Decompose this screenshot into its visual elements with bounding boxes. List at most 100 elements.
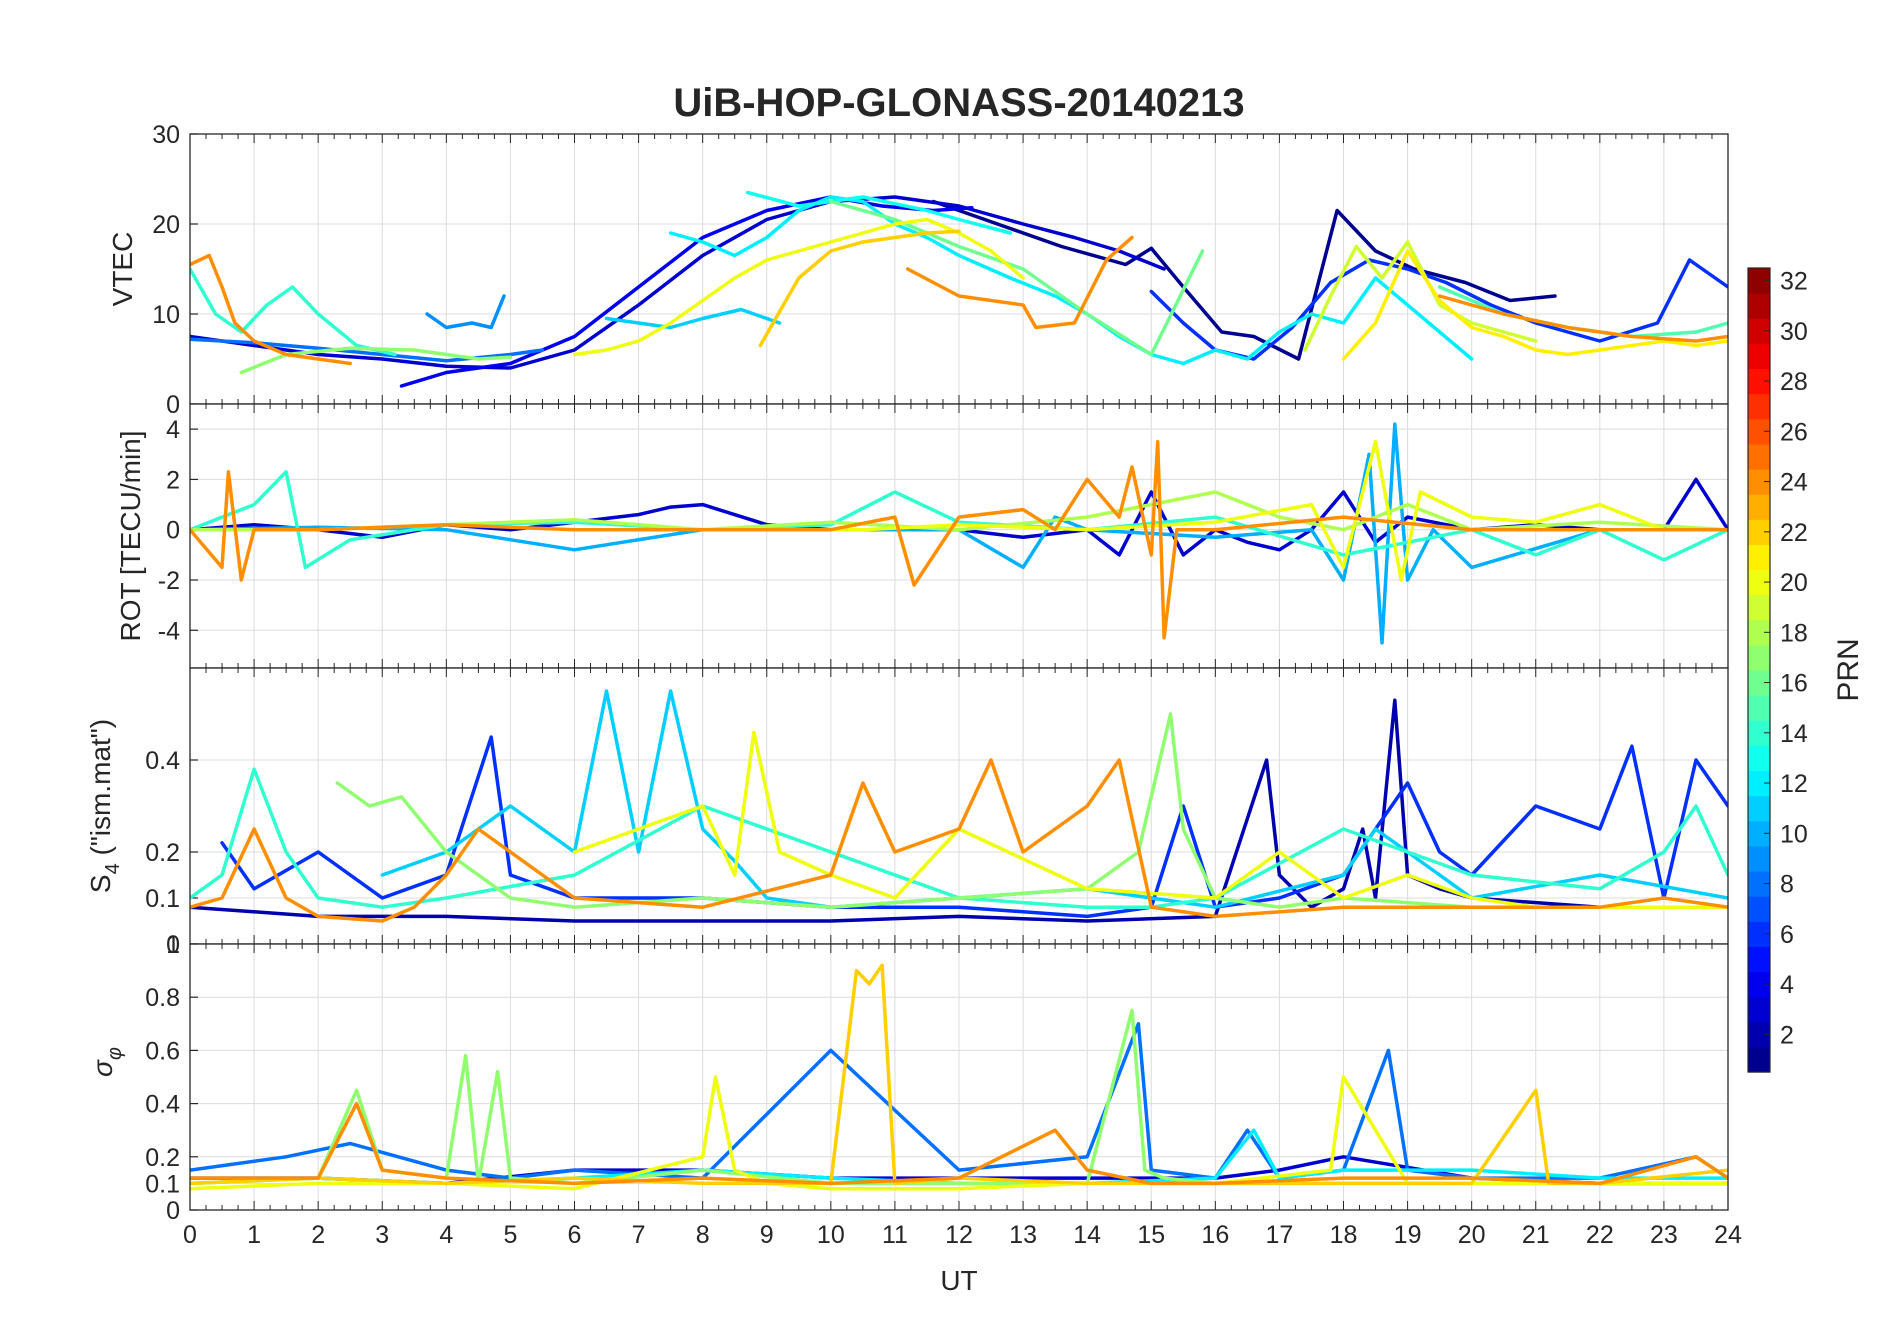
colorbar-tick-label: 30	[1780, 318, 1808, 346]
series-line-prn-24	[1437, 294, 1728, 343]
x-tick-label: 21	[1522, 1221, 1550, 1249]
colorbar-tick-label: 20	[1780, 569, 1808, 597]
colorbar-cell	[1748, 720, 1770, 746]
series-line-prn-1	[931, 199, 1557, 361]
colorbar-tick-label: 6	[1780, 921, 1794, 949]
colorbar-tick-label: 32	[1780, 268, 1808, 296]
series-line-prn-22	[190, 963, 1728, 1186]
colorbar-cell	[1748, 368, 1770, 395]
y-tick-label: 20	[152, 211, 180, 239]
x-tick-label: 10	[817, 1221, 845, 1249]
colorbar-cell	[1748, 1046, 1770, 1073]
colorbar-cell	[1748, 443, 1770, 470]
y-tick-label: 4	[166, 416, 180, 444]
chart-title: UiB-HOP-GLONASS-20140213	[673, 81, 1244, 125]
series-line-prn-14	[190, 267, 397, 357]
y-tick-label: -4	[158, 617, 180, 645]
colorbar-cell	[1748, 871, 1770, 897]
colorbar-cell	[1748, 469, 1770, 495]
colorbar-cell	[1748, 594, 1770, 621]
colorbar-cell	[1748, 921, 1770, 947]
y-tick-label: 0.1	[145, 885, 180, 913]
x-tick-label: 19	[1394, 1221, 1422, 1249]
y-tick-label: 2	[166, 466, 180, 494]
colorbar-cell	[1748, 393, 1770, 420]
series-line-prn-24	[190, 439, 1728, 640]
colorbar-tick-label: 28	[1780, 368, 1808, 396]
y-tick-label: 0.4	[145, 1091, 180, 1119]
y-tick-label: 0	[166, 517, 180, 545]
x-tick-label: 16	[1201, 1221, 1229, 1249]
colorbar-cell	[1748, 494, 1770, 520]
x-tick-label: 14	[1073, 1221, 1101, 1249]
series-line-prn-9	[425, 294, 506, 330]
series-group	[190, 422, 1728, 645]
series-line-prn-20	[572, 217, 1025, 357]
y-tick-label: 0.4	[145, 747, 180, 775]
x-tick-label: 9	[760, 1221, 774, 1249]
x-axis-ticks: 0 1 2 3 4 5 6 7 8 9 10 11 12 13 14 15 16 17 18 19 20 21 22 23 24	[183, 1221, 1742, 1249]
x-tick-label: 7	[632, 1221, 646, 1249]
s4-axis-label: S4 ("ism.mat")	[85, 719, 124, 893]
series-line-prn-20	[668, 439, 1728, 582]
series-line-prn-13	[745, 190, 1013, 235]
y-tick-label: 10	[152, 301, 180, 329]
series-group	[190, 963, 1728, 1191]
colorbar-cell	[1748, 896, 1770, 922]
x-tick-label: 18	[1330, 1221, 1358, 1249]
colorbar-cell	[1748, 795, 1770, 822]
series-line-prn-10	[190, 422, 1728, 645]
series-line-prn-22	[758, 229, 961, 348]
series-line-prn-6	[220, 735, 1728, 919]
x-tick-label: 15	[1137, 1221, 1165, 1249]
x-tick-label: 13	[1009, 1221, 1037, 1249]
y-tick-label: 0	[166, 391, 180, 419]
x-tick-label: 5	[503, 1221, 517, 1249]
y-tick-label: 0.2	[145, 839, 180, 867]
colorbar-tick-label: 18	[1780, 619, 1808, 647]
series-line-prn-3	[190, 195, 1166, 370]
sigma-phi-panel: 00.10.20.40.60.81	[145, 931, 1729, 1225]
series-group	[190, 689, 1728, 923]
y-tick-label: 0	[166, 1197, 180, 1225]
colorbar-cell	[1748, 670, 1770, 696]
series-line-prn-17	[239, 346, 513, 375]
y-tick-label: 0.6	[145, 1037, 180, 1065]
colorbar-tick-label: 24	[1780, 469, 1808, 497]
x-tick-label: 0	[183, 1221, 197, 1249]
series-line-prn-11	[604, 307, 782, 330]
colorbar-cell	[1748, 544, 1770, 571]
series-line-prn-18	[190, 490, 1728, 532]
series-line-prn-11	[380, 689, 1728, 909]
series-line-prn-16	[829, 199, 1205, 357]
s4-panel: 0 0.1 0.2 0.4	[145, 667, 1729, 959]
vtec-axis-label: VTEC	[107, 232, 138, 307]
x-tick-label: 6	[568, 1221, 582, 1249]
series-line-prn-14	[190, 470, 1728, 570]
colorbar-cell	[1748, 820, 1770, 847]
series-line-prn-4	[399, 195, 974, 388]
colorbar-cell	[1748, 619, 1770, 646]
x-tick-label: 22	[1586, 1221, 1614, 1249]
colorbar-cell	[1748, 996, 1770, 1023]
x-tick-label: 20	[1458, 1221, 1486, 1249]
y-tick-label: 0.8	[145, 984, 180, 1012]
colorbar-cell	[1748, 745, 1770, 772]
y-tick-label: 0	[166, 931, 180, 959]
colorbar-cell	[1748, 343, 1770, 370]
series-group	[190, 190, 1728, 388]
x-tick-label: 11	[882, 1221, 908, 1249]
y-tick-label: 0.2	[145, 1144, 180, 1172]
colorbar-tick-label: 22	[1780, 519, 1808, 547]
x-tick-label: 4	[439, 1221, 453, 1249]
series-line-prn-24	[190, 253, 352, 366]
colorbar-tick-label: 2	[1780, 1021, 1794, 1049]
colorbar-tick-label: 8	[1780, 871, 1794, 899]
colorbar-tick-label: 16	[1780, 670, 1808, 698]
colorbar-cell	[1748, 1021, 1770, 1048]
vtec-panel: 0 10 20 30	[152, 121, 1729, 419]
colorbar-cell	[1748, 268, 1770, 294]
x-tick-label: 23	[1650, 1221, 1678, 1249]
colorbar-cell	[1748, 644, 1770, 671]
